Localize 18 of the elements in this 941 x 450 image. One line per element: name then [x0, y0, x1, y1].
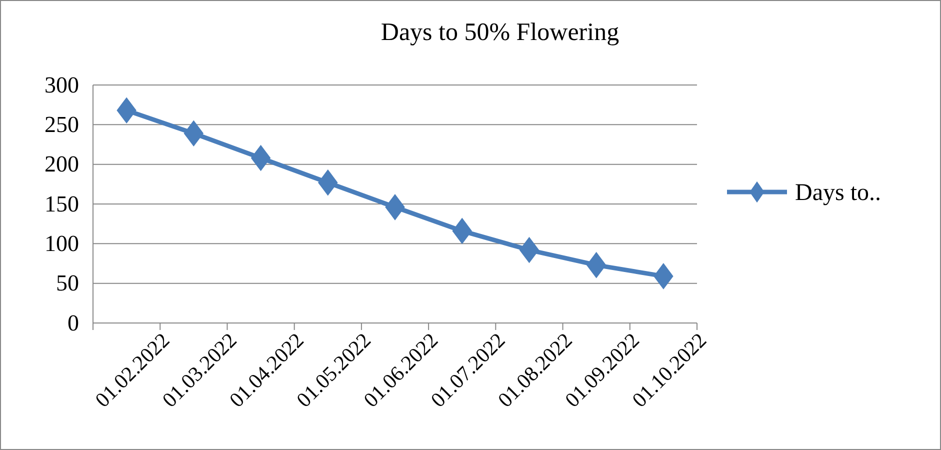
y-tick-label: 250	[44, 112, 79, 138]
y-tick-label: 50	[56, 270, 79, 296]
point	[452, 218, 472, 244]
point	[586, 252, 606, 278]
legend-label: Days to..	[795, 180, 881, 206]
point	[385, 194, 405, 220]
point	[250, 144, 271, 172]
y-tick-label: 300	[44, 72, 79, 98]
y-tick-label: 100	[44, 231, 79, 256]
point	[654, 263, 674, 290]
y-tick-label: 150	[44, 191, 79, 216]
y-tick-label: 200	[44, 152, 79, 177]
point	[519, 236, 540, 264]
point	[184, 120, 204, 147]
point	[318, 169, 338, 196]
y-tick-label: 0	[68, 310, 79, 336]
point	[116, 97, 136, 124]
chart-title: Days to 50% Flowering	[380, 19, 620, 46]
